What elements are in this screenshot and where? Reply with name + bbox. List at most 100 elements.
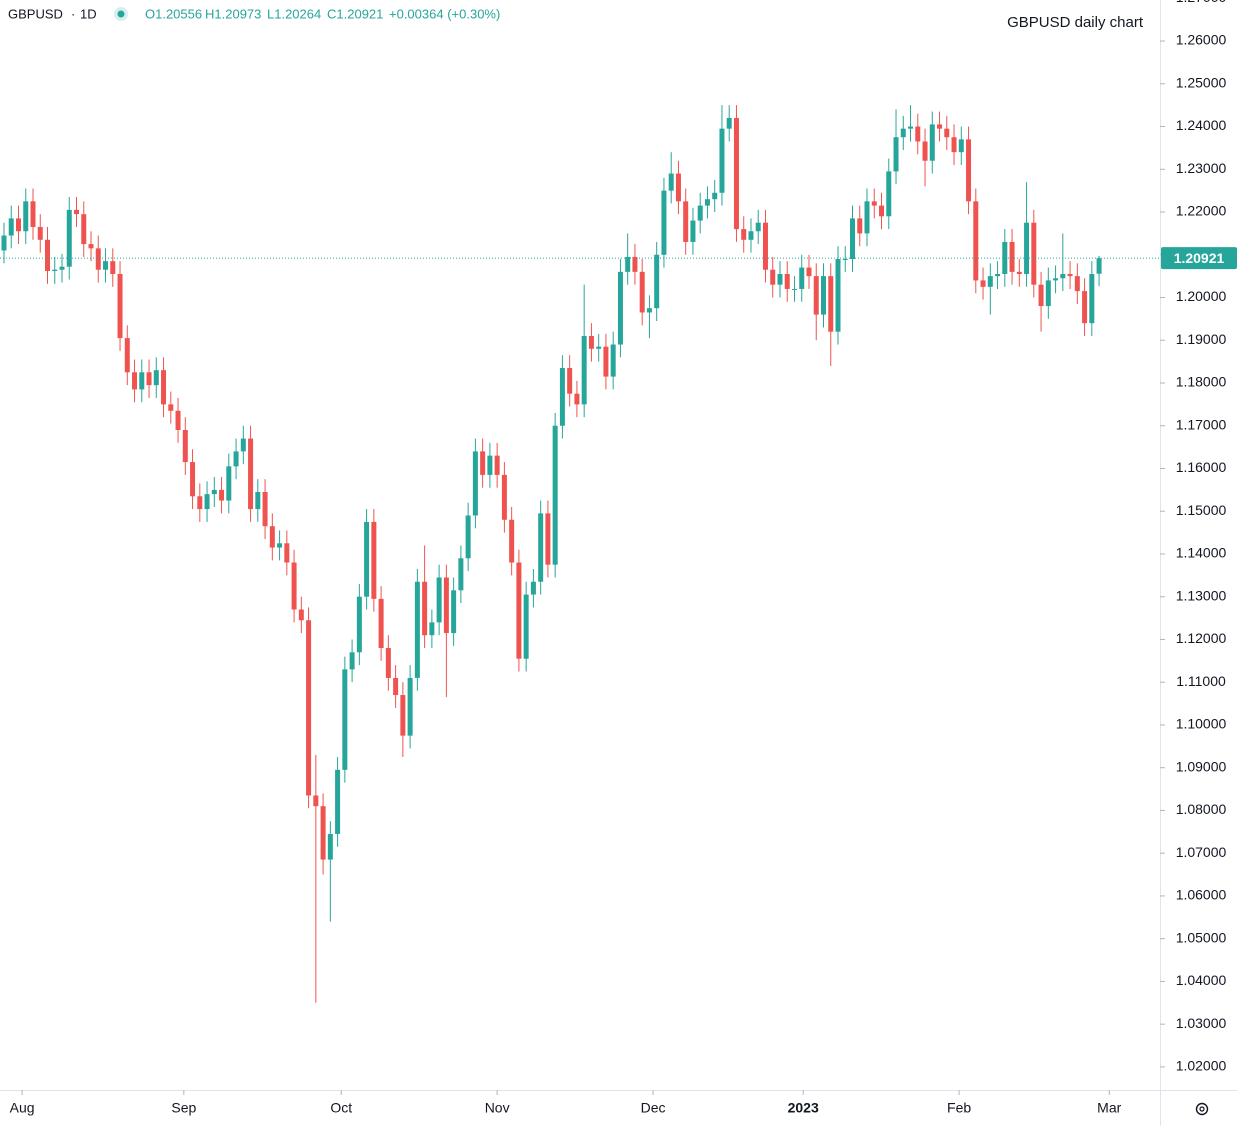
candle-body <box>900 128 906 138</box>
candle-body <box>958 139 964 153</box>
y-tick-label: 1.14000 <box>1176 545 1227 561</box>
candle-body <box>857 218 863 234</box>
candle-body <box>820 276 826 315</box>
candle-body <box>567 368 573 394</box>
y-tick-label: 1.13000 <box>1176 587 1227 603</box>
candle-body <box>277 543 283 548</box>
candle-body <box>465 515 471 559</box>
candle-body <box>1089 273 1095 324</box>
candle-body <box>799 267 805 289</box>
candle-body <box>168 404 174 411</box>
candle-body <box>356 596 362 653</box>
candle-body <box>704 199 710 206</box>
candle-body <box>342 669 348 770</box>
candle-body <box>632 256 638 272</box>
candle-body <box>1031 222 1037 285</box>
candle-body <box>712 192 718 200</box>
candle-body <box>610 344 616 377</box>
candle-body <box>364 521 370 597</box>
candle-body <box>422 581 428 636</box>
candle-body <box>204 494 210 510</box>
gear-hub <box>1199 1106 1205 1112</box>
candle-body <box>443 577 449 634</box>
y-tick-label: 1.11000 <box>1176 673 1226 689</box>
ohlc-close: C1.20921 <box>327 6 383 21</box>
candle-body <box>472 451 478 516</box>
candle-body <box>864 201 870 234</box>
candle-body <box>661 190 667 255</box>
candle-body <box>132 372 138 390</box>
candle-body <box>1082 291 1088 324</box>
candle-body <box>559 368 565 426</box>
change: +0.00364 (+0.30%) <box>389 6 500 21</box>
candle-body <box>1096 258 1102 274</box>
candle-body <box>211 489 217 495</box>
status-dot <box>117 10 125 18</box>
candle-body <box>842 259 848 261</box>
candle-body <box>625 256 631 272</box>
candle-body <box>371 521 377 599</box>
last-price-box <box>1161 247 1237 270</box>
candle-body <box>1067 273 1073 277</box>
candle-body <box>190 462 196 497</box>
symbol[interactable]: GBPUSD <box>8 6 63 21</box>
x-tick-label: Feb <box>947 1100 971 1116</box>
y-tick-label: 1.12000 <box>1176 630 1227 646</box>
candle-body <box>646 308 652 313</box>
candle-body <box>908 126 914 129</box>
candle-body <box>733 117 739 230</box>
candle-body <box>675 173 681 202</box>
y-tick-label: 1.20000 <box>1176 288 1227 304</box>
candle-body <box>240 438 246 452</box>
candle-body <box>770 269 776 285</box>
annotation: GBPUSD daily chart <box>1007 14 1144 31</box>
candle-body <box>835 259 841 332</box>
candle-body <box>52 269 58 272</box>
candle-body <box>951 137 957 153</box>
candle-body <box>538 513 544 582</box>
candle-body <box>248 438 254 510</box>
candle-body <box>509 519 515 563</box>
y-tick-label: 1.04000 <box>1176 972 1227 988</box>
candle-body <box>349 652 355 670</box>
candle-body <box>393 677 399 696</box>
candle-body <box>320 806 326 860</box>
candle-body <box>139 372 145 390</box>
candle-body <box>103 261 109 270</box>
candle-body <box>552 425 558 565</box>
candle-body <box>929 124 935 161</box>
y-tick-label: 1.27000 <box>1176 0 1227 5</box>
y-tick-label: 1.03000 <box>1176 1015 1227 1031</box>
ohlc-open: O1.20556 <box>145 6 202 21</box>
candle-body <box>182 430 188 463</box>
y-tick-label: 1.18000 <box>1176 374 1227 390</box>
candle-body <box>603 346 609 377</box>
candle-body <box>436 577 442 623</box>
candle-body <box>23 201 29 232</box>
candle-body <box>777 273 783 285</box>
candle-body <box>262 491 268 527</box>
candle-body <box>893 137 899 172</box>
candle-body <box>1002 241 1008 274</box>
candle-body <box>937 124 943 129</box>
candle-body <box>1038 284 1044 307</box>
candle-body <box>1060 273 1066 279</box>
y-tick-label: 1.06000 <box>1176 887 1227 903</box>
candle-body <box>719 128 725 193</box>
candle-body <box>284 543 290 563</box>
separator: · <box>71 6 75 21</box>
candle-body <box>37 226 43 240</box>
candle-body <box>828 276 834 332</box>
candle-body <box>95 248 101 270</box>
interval[interactable]: 1D <box>80 6 97 21</box>
settings-icon[interactable] <box>1195 1102 1209 1116</box>
candle-body <box>15 218 21 232</box>
candle-body <box>1053 278 1059 281</box>
candle-body <box>30 201 36 227</box>
candle-body <box>74 209 80 215</box>
candle-body <box>480 451 486 475</box>
candle-body <box>697 205 703 221</box>
candle-body <box>81 214 87 245</box>
candle-body <box>327 833 333 860</box>
